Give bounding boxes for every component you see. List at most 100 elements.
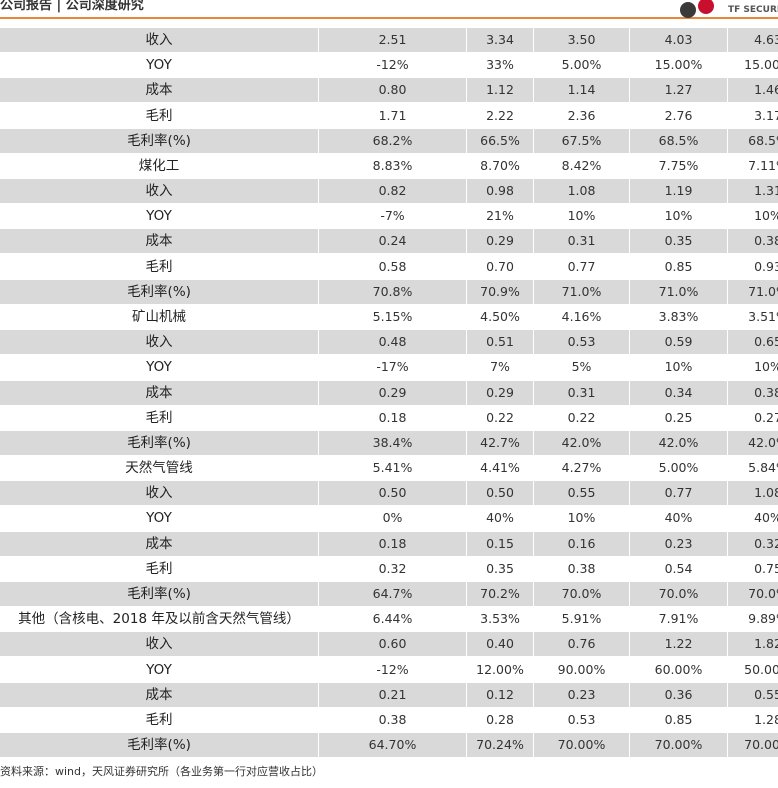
value-cell: 0.53 <box>534 330 629 355</box>
value-cell: 64.70% <box>319 733 466 758</box>
value-cell: 40% <box>754 510 778 526</box>
value-cell: 0.58 <box>378 258 407 274</box>
row-label: 煤化工 <box>138 157 180 174</box>
row-label: YOY <box>146 510 172 527</box>
row-label: 毛利 <box>145 560 173 577</box>
value-cell: 5.00% <box>658 460 699 476</box>
value-cell: 70.0% <box>534 581 629 606</box>
header-rule <box>0 17 778 19</box>
table-row: 成本 0.21 0.12 0.23 0.36 0.55 <box>0 682 778 708</box>
value-cell: 4.03 <box>630 28 727 52</box>
value-cell: 70.00% <box>534 733 629 758</box>
value-cell: 70.24% <box>467 733 533 758</box>
table-row: YOY -7% 21% 10% 10% 10% <box>0 204 778 229</box>
value-cell: 0.35 <box>630 229 727 254</box>
table-row: 毛利率(%)68.2%66.5%67.5%68.5%68.5% <box>0 128 778 154</box>
row-label: 毛利率(%) <box>0 581 318 606</box>
value-cell: 5% <box>571 359 592 375</box>
row-label: 收入 <box>0 632 318 657</box>
table-row: 其他（含核电、2018 年及以前含天然气管线） 6.44% 3.53% 5.91% 7.… <box>0 607 778 632</box>
value-cell: 1.82 <box>728 632 778 657</box>
value-cell: 3.53% <box>480 611 520 627</box>
table-row: 毛利率(%)70.8%70.9%71.0%71.0%71.0% <box>0 279 778 305</box>
value-cell: 4.50% <box>480 308 520 324</box>
value-cell: 1.31 <box>728 179 778 204</box>
row-label: 毛利率(%) <box>0 733 318 758</box>
value-cell: 66.5% <box>467 128 533 153</box>
row-label: YOY <box>146 57 172 74</box>
row-label: 毛利 <box>145 711 173 728</box>
value-cell: 68.5% <box>630 128 727 153</box>
value-cell: 1.19 <box>630 179 727 204</box>
value-cell: 0.40 <box>467 632 533 657</box>
table-row: 收入 2.51 3.34 3.50 4.03 4.63 <box>0 28 778 53</box>
value-cell: 70.00% <box>630 733 727 758</box>
value-cell: 0.50 <box>467 481 533 506</box>
value-cell: 0% <box>382 510 403 526</box>
value-cell: 3.51% <box>748 308 778 324</box>
value-cell: 10% <box>664 208 693 224</box>
value-cell: 0.55 <box>728 682 778 707</box>
data-table: 收入 2.51 3.34 3.50 4.03 4.63 YOY -12% 33% 5.00% 15.… <box>0 28 778 759</box>
value-cell: 1.08 <box>728 481 778 506</box>
value-cell: 15.00% <box>744 57 778 73</box>
table-row: 成本 0.24 0.29 0.31 0.35 0.38 <box>0 229 778 254</box>
table-row: 毛利率(%)64.70%70.24%70.00%70.00%70.00% <box>0 733 778 758</box>
value-cell: 0.75 <box>754 560 778 576</box>
table-row: 矿山机械 5.15% 4.50% 4.16% 3.83% 3.51% <box>0 305 778 330</box>
row-label: 成本 <box>0 682 318 707</box>
value-cell: 90.00% <box>557 661 606 677</box>
value-cell: 5.15% <box>372 308 413 324</box>
value-cell: 4.16% <box>561 308 602 324</box>
value-cell: 0.85 <box>664 711 693 727</box>
value-cell: 0.29 <box>467 380 533 405</box>
value-cell: 0.27 <box>754 409 778 425</box>
row-label: 毛利 <box>145 107 173 124</box>
value-cell: 0.34 <box>630 380 727 405</box>
value-cell: -12% <box>376 57 409 73</box>
value-cell: 71.0% <box>630 279 727 304</box>
row-label: 毛利 <box>145 409 173 426</box>
value-cell: 7.75% <box>658 157 699 173</box>
value-cell: 10% <box>567 208 596 224</box>
value-cell: 0.28 <box>486 711 514 727</box>
value-cell: 0.82 <box>319 179 466 204</box>
row-label: YOY <box>146 661 172 678</box>
value-cell: 0.38 <box>728 229 778 254</box>
value-cell: 8.83% <box>372 157 413 173</box>
value-cell: 1.12 <box>467 78 533 103</box>
value-cell: 5.91% <box>561 611 602 627</box>
value-cell: -7% <box>380 208 405 224</box>
value-cell: 2.36 <box>567 107 596 123</box>
row-label: 矿山机械 <box>132 308 186 325</box>
table-row: YOY -17% 7% 5% 10% 10% <box>0 355 778 380</box>
value-cell: 4.27% <box>561 460 602 476</box>
value-cell: 0.29 <box>467 229 533 254</box>
value-cell: 0.38 <box>728 380 778 405</box>
value-cell: 0.53 <box>567 711 596 727</box>
value-cell: 0.51 <box>467 330 533 355</box>
value-cell: -12% <box>376 661 409 677</box>
row-label: 成本 <box>0 531 318 556</box>
value-cell: 0.98 <box>467 179 533 204</box>
value-cell: 71.0% <box>534 279 629 304</box>
value-cell: 0.31 <box>534 380 629 405</box>
table-row: 成本 0.18 0.15 0.16 0.23 0.32 <box>0 531 778 557</box>
table-row: 天然气管线 5.41% 4.41% 4.27% 5.00% 5.84% <box>0 456 778 481</box>
value-cell: 1.08 <box>534 179 629 204</box>
value-cell: 0.65 <box>728 330 778 355</box>
value-cell: 0.59 <box>630 330 727 355</box>
value-cell: 10% <box>754 208 778 224</box>
source-note: 资料来源：wind，天风证券研究所（各业务第一行对应营收占比） <box>0 765 324 778</box>
value-cell: 42.0% <box>630 430 727 455</box>
table-row: 收入 0.50 0.50 0.55 0.77 1.08 <box>0 481 778 506</box>
value-cell: 1.27 <box>630 78 727 103</box>
value-cell: 5.00% <box>561 57 602 73</box>
table-row: 毛利率(%)64.7%70.2%70.0%70.0%70.0% <box>0 581 778 607</box>
value-cell: 2.76 <box>664 107 693 123</box>
value-cell: 67.5% <box>534 128 629 153</box>
value-cell: 0.29 <box>319 380 466 405</box>
value-cell: 50.00% <box>744 661 778 677</box>
value-cell: 7.91% <box>658 611 699 627</box>
value-cell: 42.7% <box>467 430 533 455</box>
